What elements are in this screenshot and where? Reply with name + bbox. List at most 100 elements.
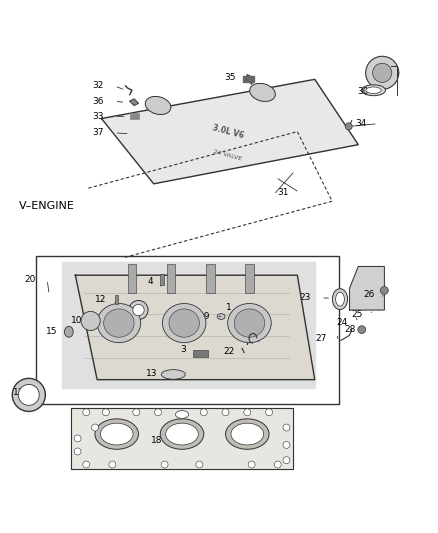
Ellipse shape: [226, 419, 269, 449]
Ellipse shape: [250, 83, 276, 101]
Circle shape: [283, 424, 290, 431]
Circle shape: [83, 461, 90, 468]
Ellipse shape: [366, 87, 381, 93]
Text: 7: 7: [244, 338, 251, 347]
Circle shape: [200, 409, 207, 416]
Circle shape: [81, 311, 100, 330]
Circle shape: [92, 424, 99, 431]
Ellipse shape: [161, 370, 185, 379]
Ellipse shape: [169, 309, 199, 337]
Text: 19: 19: [199, 312, 210, 321]
Text: 1: 1: [226, 303, 232, 312]
Bar: [36, 256, 339, 403]
Text: 10: 10: [71, 317, 82, 326]
Text: 24 VALVE: 24 VALVE: [213, 149, 242, 161]
Circle shape: [366, 56, 399, 90]
Circle shape: [161, 461, 168, 468]
Ellipse shape: [160, 419, 204, 449]
Text: 12: 12: [95, 295, 106, 304]
Text: 15: 15: [46, 327, 57, 336]
Ellipse shape: [336, 292, 344, 306]
Bar: [130, 114, 139, 118]
Bar: [160, 274, 164, 285]
Polygon shape: [350, 266, 385, 310]
Text: 2: 2: [108, 305, 114, 314]
Circle shape: [244, 409, 251, 416]
Bar: [243, 76, 254, 82]
Text: 17: 17: [13, 388, 24, 397]
Text: 31: 31: [277, 188, 289, 197]
Text: 35: 35: [224, 72, 236, 82]
Ellipse shape: [95, 419, 138, 449]
Circle shape: [74, 448, 81, 455]
Text: V–ENGINE: V–ENGINE: [19, 200, 74, 211]
Text: 28: 28: [345, 325, 356, 334]
Circle shape: [83, 409, 90, 416]
Circle shape: [283, 441, 290, 448]
Text: 25: 25: [351, 310, 363, 319]
Circle shape: [133, 409, 140, 416]
Circle shape: [155, 409, 162, 416]
Ellipse shape: [176, 410, 188, 418]
Ellipse shape: [332, 289, 348, 310]
Text: 36: 36: [92, 96, 104, 106]
Ellipse shape: [97, 303, 141, 343]
Circle shape: [129, 301, 148, 320]
Polygon shape: [130, 99, 138, 106]
Circle shape: [222, 409, 229, 416]
Bar: [167, 264, 176, 293]
Text: 24: 24: [336, 318, 347, 327]
Text: 4: 4: [147, 277, 153, 286]
Ellipse shape: [234, 309, 265, 337]
Circle shape: [250, 313, 256, 320]
Circle shape: [109, 461, 116, 468]
Text: 23: 23: [299, 293, 311, 302]
Text: 33: 33: [92, 112, 104, 121]
Ellipse shape: [361, 85, 385, 96]
Text: 29: 29: [380, 70, 391, 79]
Ellipse shape: [231, 423, 264, 445]
Circle shape: [74, 435, 81, 442]
Text: 3.0L V6: 3.0L V6: [211, 123, 244, 140]
Ellipse shape: [228, 303, 271, 343]
Circle shape: [18, 384, 39, 405]
Text: 26: 26: [364, 290, 375, 300]
Circle shape: [248, 461, 255, 468]
Ellipse shape: [104, 309, 134, 337]
Text: 13: 13: [146, 369, 157, 377]
Text: 3: 3: [180, 345, 186, 354]
Bar: [116, 295, 118, 304]
Circle shape: [381, 287, 389, 294]
Circle shape: [265, 409, 272, 416]
Circle shape: [358, 326, 366, 334]
Circle shape: [196, 461, 203, 468]
Bar: [245, 264, 254, 293]
Text: 22: 22: [223, 347, 234, 356]
Circle shape: [102, 409, 110, 416]
Ellipse shape: [166, 423, 198, 445]
Circle shape: [12, 378, 46, 411]
Ellipse shape: [145, 96, 171, 115]
Circle shape: [345, 123, 352, 130]
Polygon shape: [71, 408, 293, 469]
Ellipse shape: [100, 423, 133, 445]
Text: 18: 18: [151, 436, 162, 445]
Text: 20: 20: [25, 275, 36, 284]
Circle shape: [274, 461, 281, 468]
Text: 32: 32: [92, 82, 104, 91]
Circle shape: [283, 457, 290, 464]
Ellipse shape: [162, 303, 206, 343]
Bar: [127, 264, 136, 293]
Bar: [206, 264, 215, 293]
Polygon shape: [102, 79, 358, 184]
Polygon shape: [62, 262, 315, 389]
Text: 30: 30: [358, 87, 369, 96]
Circle shape: [373, 63, 392, 83]
Polygon shape: [75, 275, 315, 379]
Bar: [193, 350, 208, 357]
Text: 27: 27: [315, 334, 327, 343]
Ellipse shape: [64, 326, 73, 337]
Ellipse shape: [217, 314, 225, 319]
Text: 34: 34: [356, 119, 367, 128]
Text: 37: 37: [92, 128, 104, 138]
